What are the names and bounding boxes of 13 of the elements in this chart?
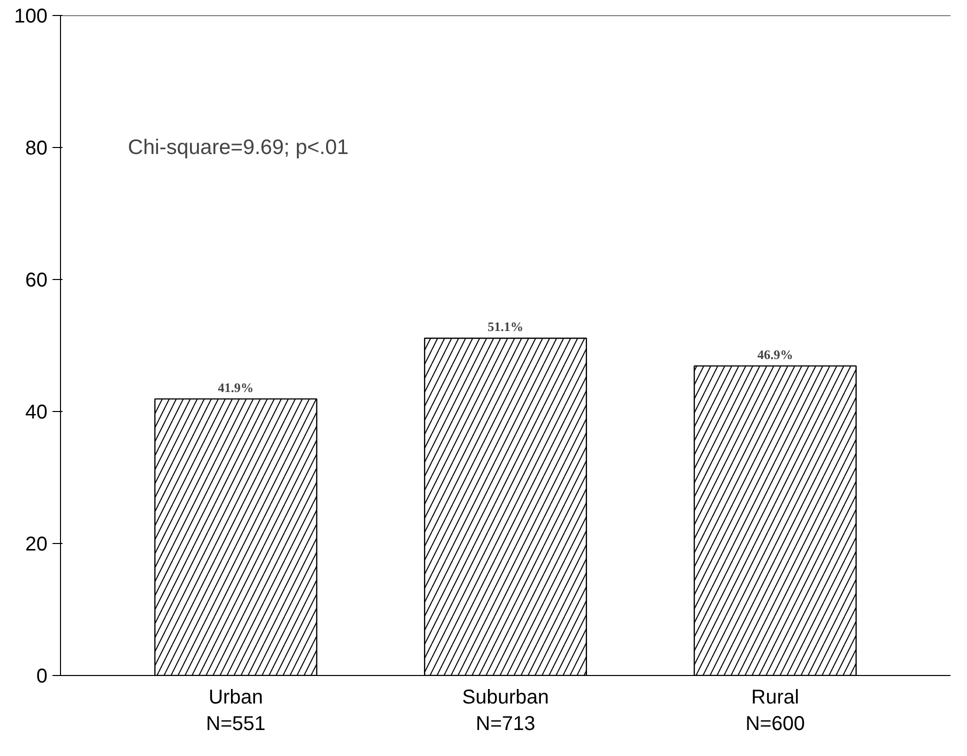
y-tick-label: 0 xyxy=(36,666,48,688)
x-tick-label: Rural N=600 xyxy=(745,686,805,735)
y-tick-label: 60 xyxy=(25,270,48,292)
x-tick-label: Suburban N=713 xyxy=(462,686,549,735)
y-tick-label: 20 xyxy=(25,534,48,556)
y-tick-label: 40 xyxy=(25,402,48,424)
data-label: 41.9% xyxy=(218,380,254,395)
x-tick-label: Urban N=551 xyxy=(206,686,266,735)
data-label: 46.9% xyxy=(757,346,794,362)
data-label: 51.1% xyxy=(488,319,524,334)
annotation: Chi-square=9.69; p<.01 xyxy=(128,136,349,159)
y-tick-label: 100 xyxy=(14,6,48,28)
y-tick-label: 80 xyxy=(25,138,48,160)
